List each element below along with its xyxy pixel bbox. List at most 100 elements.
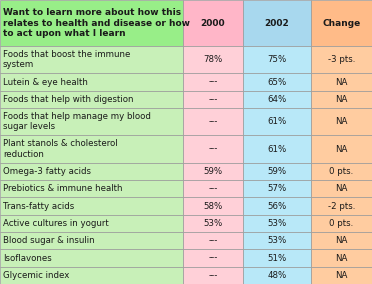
Text: NA: NA (335, 236, 348, 245)
Bar (0, 232, 183, 249)
Bar (183, 215, 243, 232)
Text: NA: NA (335, 271, 348, 280)
Bar (243, 0, 311, 46)
Text: Prebiotics & immune health: Prebiotics & immune health (3, 184, 122, 193)
Text: 61%: 61% (267, 145, 286, 154)
Bar (183, 197, 243, 215)
Bar (311, 215, 372, 232)
Bar (243, 163, 311, 180)
Bar (311, 0, 372, 46)
Bar (0, 73, 183, 91)
Text: 53%: 53% (267, 219, 286, 228)
Text: -3 pts.: -3 pts. (328, 55, 355, 64)
Bar (311, 180, 372, 197)
Bar (311, 197, 372, 215)
Text: Foods that help manage my blood
sugar levels: Foods that help manage my blood sugar le… (3, 112, 151, 131)
Bar (0, 267, 183, 284)
Bar (183, 73, 243, 91)
Bar (311, 91, 372, 108)
Bar (243, 108, 311, 135)
Text: 0 pts.: 0 pts. (329, 219, 354, 228)
Text: NA: NA (335, 254, 348, 262)
Bar (0, 0, 183, 46)
Bar (183, 108, 243, 135)
Bar (311, 46, 372, 73)
Bar (183, 180, 243, 197)
Text: Trans-fatty acids: Trans-fatty acids (3, 202, 74, 210)
Text: 56%: 56% (267, 202, 286, 210)
Text: ---: --- (208, 145, 218, 154)
Bar (183, 163, 243, 180)
Text: ---: --- (208, 95, 218, 104)
Bar (243, 73, 311, 91)
Bar (0, 108, 183, 135)
Bar (243, 232, 311, 249)
Text: 59%: 59% (203, 167, 222, 176)
Text: Plant stanols & cholesterol
reduction: Plant stanols & cholesterol reduction (3, 139, 118, 159)
Text: 53%: 53% (203, 219, 222, 228)
Bar (311, 249, 372, 267)
Text: ---: --- (208, 254, 218, 262)
Text: 2000: 2000 (201, 18, 225, 28)
Bar (0, 91, 183, 108)
Bar (183, 46, 243, 73)
Bar (243, 249, 311, 267)
Text: ---: --- (208, 78, 218, 87)
Text: Blood sugar & insulin: Blood sugar & insulin (3, 236, 94, 245)
Text: NA: NA (335, 95, 348, 104)
Text: Foods that boost the immune
system: Foods that boost the immune system (3, 50, 130, 69)
Text: 78%: 78% (203, 55, 222, 64)
Text: -2 pts.: -2 pts. (328, 202, 355, 210)
Text: 58%: 58% (203, 202, 222, 210)
Text: Lutein & eye health: Lutein & eye health (3, 78, 88, 87)
Text: 0 pts.: 0 pts. (329, 167, 354, 176)
Text: NA: NA (335, 78, 348, 87)
Text: Isoflavones: Isoflavones (3, 254, 52, 262)
Text: Change: Change (323, 18, 360, 28)
Text: 59%: 59% (267, 167, 286, 176)
Text: Foods that help with digestion: Foods that help with digestion (3, 95, 134, 104)
Bar (0, 163, 183, 180)
Bar (243, 267, 311, 284)
Bar (0, 249, 183, 267)
Bar (311, 267, 372, 284)
Text: 61%: 61% (267, 117, 286, 126)
Text: NA: NA (335, 117, 348, 126)
Bar (243, 135, 311, 163)
Text: NA: NA (335, 145, 348, 154)
Text: 75%: 75% (267, 55, 286, 64)
Bar (311, 163, 372, 180)
Bar (311, 108, 372, 135)
Text: NA: NA (335, 184, 348, 193)
Text: 51%: 51% (267, 254, 286, 262)
Text: 64%: 64% (267, 95, 286, 104)
Text: ---: --- (208, 236, 218, 245)
Bar (243, 197, 311, 215)
Bar (183, 267, 243, 284)
Text: Want to learn more about how this
relates to health and disease or how
to act up: Want to learn more about how this relate… (3, 8, 190, 38)
Text: 65%: 65% (267, 78, 286, 87)
Text: 57%: 57% (267, 184, 286, 193)
Bar (0, 135, 183, 163)
Bar (183, 91, 243, 108)
Bar (243, 91, 311, 108)
Text: ---: --- (208, 184, 218, 193)
Text: ---: --- (208, 117, 218, 126)
Bar (0, 215, 183, 232)
Text: Glycemic index: Glycemic index (3, 271, 69, 280)
Bar (183, 249, 243, 267)
Bar (243, 180, 311, 197)
Bar (311, 135, 372, 163)
Text: Active cultures in yogurt: Active cultures in yogurt (3, 219, 109, 228)
Bar (243, 215, 311, 232)
Bar (0, 46, 183, 73)
Bar (183, 232, 243, 249)
Bar (0, 197, 183, 215)
Text: Omega-3 fatty acids: Omega-3 fatty acids (3, 167, 91, 176)
Bar (311, 232, 372, 249)
Bar (243, 46, 311, 73)
Text: 53%: 53% (267, 236, 286, 245)
Text: 48%: 48% (267, 271, 286, 280)
Bar (311, 73, 372, 91)
Bar (183, 0, 243, 46)
